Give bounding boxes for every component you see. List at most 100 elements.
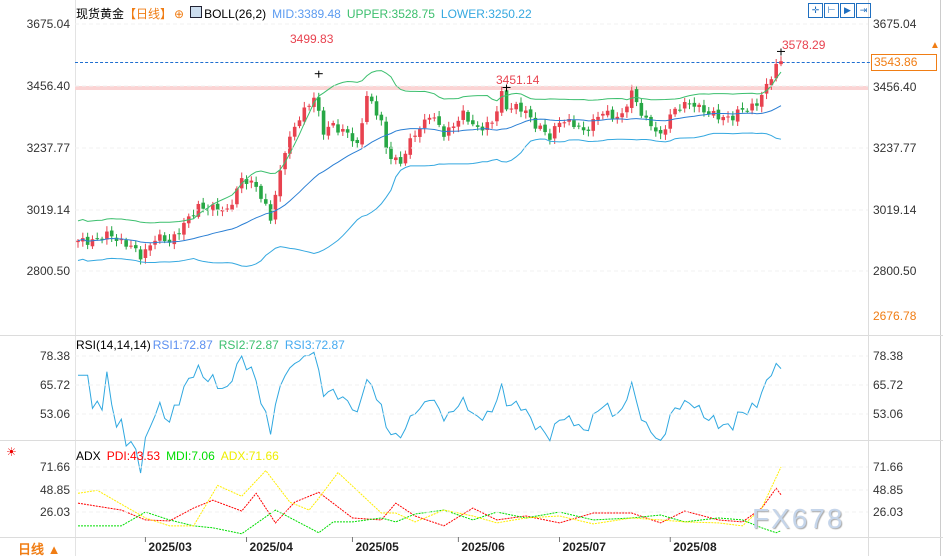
candle-body <box>172 234 177 245</box>
candle-body <box>254 181 258 187</box>
candle-body <box>471 120 475 125</box>
candle-body <box>393 157 398 161</box>
adx-tick: 71.66 <box>873 460 904 474</box>
candle-body <box>475 125 480 127</box>
candle-body <box>350 133 355 142</box>
candle-body <box>345 129 350 133</box>
price-tick: 3456.40 <box>26 79 70 93</box>
candle-body <box>259 185 263 199</box>
panel-divider <box>0 537 943 538</box>
candle-body <box>509 108 514 110</box>
left-axis-border <box>75 0 76 556</box>
price-tick: 3237.77 <box>873 141 917 155</box>
candle-body <box>437 116 441 125</box>
price-tick: 3019.14 <box>26 203 70 217</box>
candle-body <box>288 136 292 154</box>
candle-body <box>321 110 326 135</box>
candle-body <box>95 238 100 240</box>
rsi-tick: 53.06 <box>39 407 70 421</box>
candle-body <box>485 122 490 130</box>
candle-body <box>769 79 774 86</box>
price-tick: 2800.50 <box>873 264 917 278</box>
high-annotation: 3451.14 <box>496 73 540 87</box>
adx-header: ADX PDI:43.53 MDI:7.06 ADX:71.66 <box>76 449 285 463</box>
settings-sun-icon[interactable]: ☀ <box>6 445 17 459</box>
candle-body <box>490 122 494 124</box>
candle-body <box>283 153 287 170</box>
month-label: 2025/05 <box>355 540 399 554</box>
candle-body <box>745 110 750 112</box>
candle-body <box>230 204 234 210</box>
main-header: 现货黄金【日线】 ⊕ BOLL(26,2) MID:3389.48 UPPER:3528… <box>76 5 538 22</box>
candle-body <box>297 120 302 127</box>
candle-body <box>182 222 186 235</box>
candle-body <box>249 180 254 183</box>
candle-body <box>654 127 658 132</box>
month-label: 2025/03 <box>148 540 192 554</box>
candle-body <box>528 109 533 118</box>
right-axis-border <box>868 0 869 556</box>
candle-body <box>167 239 172 243</box>
month-label: 2025/07 <box>562 540 606 554</box>
candle-body <box>663 129 668 135</box>
candle-body <box>211 204 215 211</box>
candle-body <box>413 135 417 137</box>
candle-body <box>158 234 162 241</box>
right-edge <box>940 0 941 556</box>
candle-body <box>138 249 143 260</box>
adx-title[interactable]: ADX <box>76 449 101 463</box>
candle-body <box>692 102 697 107</box>
candle-body <box>302 107 307 122</box>
zoom-range-icon[interactable]: ⊢ <box>824 3 839 18</box>
period-label[interactable]: 【日线】 <box>124 7 173 21</box>
crosshair-icon[interactable]: ✛ <box>808 3 823 18</box>
rsi-tick: 65.72 <box>873 378 904 392</box>
period-button[interactable]: 日线 ▲ <box>18 542 61 556</box>
candle-body <box>201 202 205 209</box>
candle-body <box>341 129 345 132</box>
candle-body <box>418 128 422 137</box>
go-end-icon[interactable]: ⇥ <box>856 3 871 18</box>
candle-body <box>697 104 701 108</box>
rsi-title[interactable]: RSI(14,14,14) <box>76 338 151 352</box>
boll-upper: UPPER:3528.75 <box>346 7 435 21</box>
candle-body <box>740 108 745 110</box>
low-price-label: 2676.78 <box>873 309 917 323</box>
rsi-header: RSI(14,14,14) RSI1:72.87 RSI2:72.87 RSI3:72… <box>76 338 351 352</box>
price-tick: 3675.04 <box>26 17 70 31</box>
candle-body <box>581 127 586 131</box>
candle-body <box>427 117 432 120</box>
price-alert-icon[interactable]: ▲ <box>930 40 940 51</box>
candle-body <box>235 188 239 205</box>
candle-body <box>533 117 538 129</box>
rsi1-value: RSI1:72.87 <box>152 338 213 352</box>
candle-body <box>355 139 360 144</box>
candle-body <box>365 95 369 122</box>
candle-body <box>673 108 677 115</box>
play-icon[interactable]: ▶ <box>840 3 855 18</box>
candle-body <box>514 103 518 110</box>
crosshair-toggle-icon[interactable]: ⊕ <box>174 7 185 21</box>
candle-body <box>735 109 740 122</box>
candle-body <box>124 240 128 247</box>
adx-tick: 26.03 <box>873 505 904 519</box>
candle-body <box>764 83 769 94</box>
candle-body <box>586 129 591 131</box>
candle-body <box>649 116 653 127</box>
mdi-value: MDI:7.06 <box>166 449 215 463</box>
boll-lower: LOWER:3250.22 <box>440 7 532 21</box>
candle-body <box>403 153 408 164</box>
candle-body <box>374 101 379 116</box>
candle-body <box>398 157 403 164</box>
indicator-name[interactable]: BOLL(26,2) <box>204 7 267 21</box>
resistance-band <box>75 86 868 90</box>
candle-body <box>572 120 576 128</box>
candle-body <box>143 249 148 258</box>
adx-tick: 26.03 <box>39 505 70 519</box>
candle-body <box>225 208 230 210</box>
rsi-tick: 65.72 <box>39 378 70 392</box>
candle-body <box>625 106 629 113</box>
boll-mid: MID:3389.48 <box>272 7 341 21</box>
